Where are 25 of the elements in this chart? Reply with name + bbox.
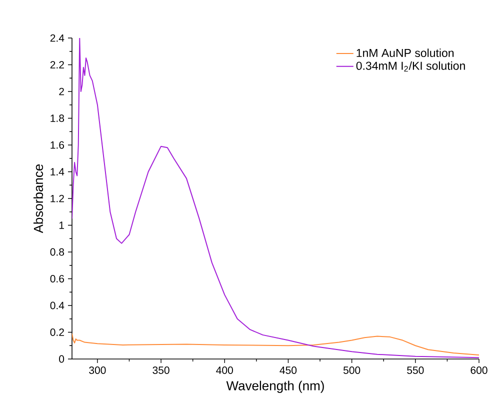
x-tick-label: 350: [152, 366, 170, 374]
y-tick-label: 1.4: [50, 168, 64, 176]
x-tick-label: 550: [407, 366, 424, 374]
x-tick-label: 600: [470, 366, 488, 374]
x-tick-label: 300: [89, 366, 106, 374]
legend-label: 1nM AuNP solution: [356, 48, 454, 58]
y-tick-label: 0: [59, 355, 64, 363]
y-tick-label: 1: [59, 222, 64, 229]
y-tick-label: 1.8: [50, 114, 64, 122]
y-tick-label: 0.6: [50, 275, 64, 282]
x-tick-label: 400: [216, 366, 233, 374]
y-tick-label: 2.2: [50, 61, 64, 68]
y-tick-label: 0.4: [50, 302, 64, 310]
y-tick-label: 1.6: [50, 141, 64, 149]
x-tick-label: 450: [280, 366, 297, 374]
y-axis-title: Absorbance: [33, 164, 44, 234]
y-tick-label: 2.4: [50, 34, 64, 42]
y-tick-label: 0.2: [50, 328, 64, 336]
y-tick-label: 0.8: [50, 248, 64, 256]
x-tick-label: 500: [343, 366, 360, 374]
y-tick-label: 1.2: [50, 194, 64, 202]
x-axis-title: Wavelength (nm): [226, 380, 324, 393]
line-series: [72, 333, 480, 356]
legend-label: 0.34mM I$_{2}$/KI solution: [356, 61, 465, 72]
y-tick-label: 2: [59, 88, 64, 96]
